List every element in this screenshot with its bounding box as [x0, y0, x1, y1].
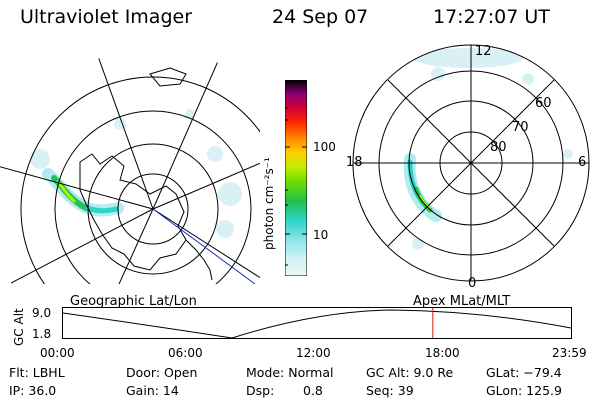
info-ip: IP: 36.0	[9, 383, 57, 398]
mlat-label-60: 60	[535, 96, 552, 111]
info-dsp-label: Dsp:	[246, 383, 275, 398]
colorbar-tick-100: 100	[313, 140, 336, 154]
polar-map-label: Apex MLat/MLT	[413, 294, 511, 309]
mlt-label-0: 0	[468, 276, 477, 291]
geographic-map	[0, 44, 286, 342]
info-dsp-value: 0.8	[303, 383, 323, 398]
alt-xtick-0000: 00:00	[40, 346, 75, 360]
info-door: Door: Open	[126, 365, 198, 380]
alt-xtick-0600: 06:00	[168, 346, 203, 360]
colorbar-unit-label: photon cm⁻²s⁻¹	[262, 157, 276, 250]
mlt-label-18: 18	[346, 155, 363, 170]
info-seq: Seq: 39	[366, 383, 414, 398]
polar-mlt-map	[338, 44, 600, 292]
info-gain: Gain: 14	[126, 383, 179, 398]
altitude-plot	[62, 307, 572, 339]
info-gc-alt: GC Alt: 9.0 Re	[366, 365, 454, 380]
colorbar-tick-10: 10	[313, 228, 329, 242]
mlt-label-6: 6	[578, 155, 587, 170]
alt-xtick-2359: 23:59	[552, 346, 587, 360]
app-title: Ultraviolet Imager	[20, 6, 193, 28]
alt-ytick-high: 9.0	[32, 306, 52, 320]
info-flt: Flt: LBHL	[9, 365, 65, 380]
colorbar	[284, 79, 308, 277]
alt-xtick-1800: 18:00	[425, 346, 460, 360]
alt-xtick-1200: 12:00	[296, 346, 331, 360]
info-glat: GLat: −79.4	[486, 365, 562, 380]
date-label: 24 Sep 07	[272, 6, 369, 28]
info-glon: GLon: 125.9	[486, 383, 562, 398]
time-label: 17:27:07 UT	[433, 6, 550, 28]
info-mode: Mode: Normal	[246, 365, 334, 380]
mlat-label-80: 80	[490, 140, 507, 155]
gc-alt-axis-label: GC Alt	[12, 308, 26, 346]
mlat-label-70: 70	[512, 120, 529, 135]
alt-ytick-low: 1.8	[32, 327, 52, 341]
mlt-label-12: 12	[475, 44, 492, 59]
geo-map-label: Geographic Lat/Lon	[70, 294, 197, 309]
